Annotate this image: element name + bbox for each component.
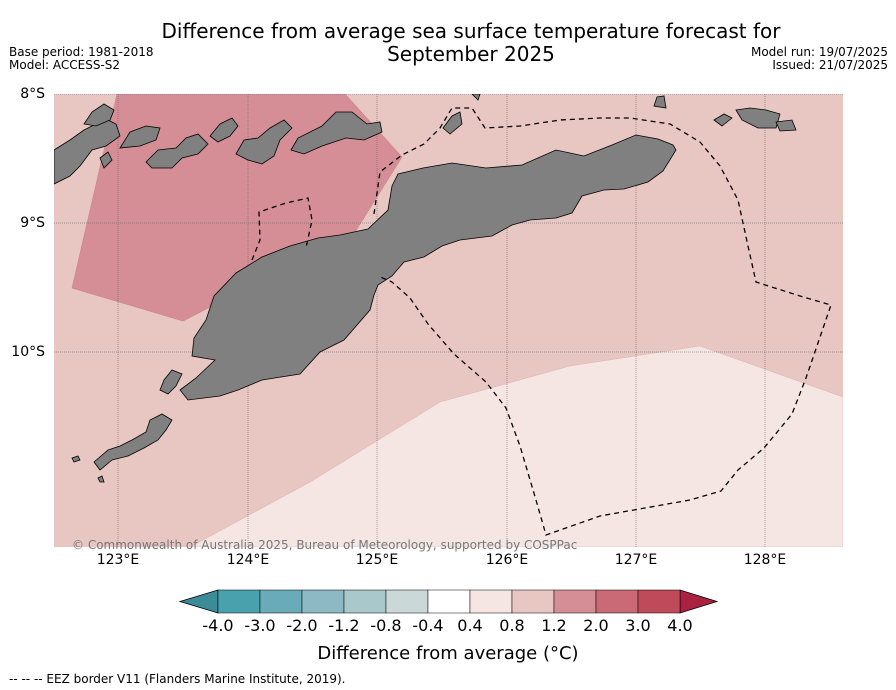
wetar-island (290, 111, 383, 155)
colorbar-tick-label: -4.0 (202, 616, 234, 635)
lon-label-125e: 125°E (355, 552, 399, 568)
colorbar-segment (427, 589, 471, 614)
lon-label-123e: 123°E (96, 552, 140, 568)
colorbar-segment (385, 589, 429, 614)
small-islet-1 (83, 103, 115, 127)
colorbar-segment (217, 589, 261, 614)
colorbar-segment (301, 589, 345, 614)
alor-island (235, 119, 293, 165)
flores-east-island (54, 117, 121, 185)
colorbar-tick-label: 2.0 (583, 616, 609, 635)
small-islet-2 (99, 151, 113, 169)
colorbar-tick-label: -0.8 (370, 616, 402, 635)
land-masses (54, 94, 797, 483)
timor-island (179, 134, 677, 401)
title-line-1: Difference from average sea surface temp… (161, 19, 781, 43)
chart-title: Difference from average sea surface temp… (100, 20, 842, 66)
sawu-island (93, 413, 173, 471)
colorbar-extend-low (178, 589, 219, 614)
colorbar-segment (343, 589, 387, 614)
raijua-islet-2 (97, 475, 105, 483)
colorbar-segment (469, 589, 513, 614)
eez-border (251, 107, 832, 536)
moa-island (735, 107, 781, 129)
lon-label-124e: 124°E (226, 552, 270, 568)
colorbar-tick-label: -1.2 (328, 616, 360, 635)
lat-label-8s: 8°S (20, 86, 45, 102)
pantar-island (209, 117, 239, 143)
kisar-islet (713, 113, 733, 127)
base-period: Base period: 1981-2018 (9, 45, 154, 59)
model-run: Model run: 19/07/2025 (750, 45, 888, 59)
colorbar-tick-label: -3.0 (244, 616, 276, 635)
colorbar-tick-label: -0.4 (412, 616, 444, 635)
colorbar-tick-label: -2.0 (286, 616, 318, 635)
colorbar-tick-label: 1.2 (541, 616, 567, 635)
lon-label-127e: 127°E (614, 552, 658, 568)
atauro-island (442, 111, 463, 135)
lat-label-10s: 10°S (11, 344, 45, 360)
issued-date: Issued: 21/07/2025 (772, 58, 888, 72)
colorbar-extend-high (679, 589, 719, 614)
leti-island (653, 95, 667, 109)
copyright-notice: © Commonwealth of Australia 2025, Bureau… (72, 538, 578, 552)
anomaly-zone-0.4-0.8 (189, 345, 843, 547)
model-info: Base period: 1981-2018 Model: ACCESS-S2 (9, 46, 154, 72)
colorbar-label: Difference from average (°C) (317, 643, 579, 664)
solor-island (119, 125, 161, 149)
colorbar-segment (553, 589, 597, 614)
title-line-2: September 2025 (387, 42, 555, 66)
eez-border-enclave (251, 197, 313, 261)
lat-label-9s: 9°S (20, 215, 45, 231)
raijua-islet (71, 455, 81, 463)
lon-label-126e: 126°E (485, 552, 529, 568)
lakor-island (775, 119, 797, 132)
colorbar-tick-label: 4.0 (667, 616, 693, 635)
rote-island (159, 369, 183, 395)
colorbar-segment (637, 589, 681, 614)
lon-label-128e: 128°E (743, 552, 787, 568)
eez-legend: -- -- -- EEZ border V11 (Flanders Marine… (9, 672, 346, 686)
model-name: Model: ACCESS-S2 (9, 58, 121, 72)
colorbar-segment (511, 589, 555, 614)
colorbar-tick-label: 0.4 (457, 616, 483, 635)
colorbar-segment (259, 589, 303, 614)
colorbar-segment (595, 589, 639, 614)
colorbar-tick-label: 0.8 (499, 616, 525, 635)
run-info: Model run: 19/07/2025 Issued: 21/07/2025 (751, 46, 888, 72)
wetar-north-islet (471, 94, 481, 101)
eez-border-main (373, 107, 832, 536)
lomblen-island (145, 133, 209, 169)
colorbar-tick-label: 3.0 (625, 616, 651, 635)
